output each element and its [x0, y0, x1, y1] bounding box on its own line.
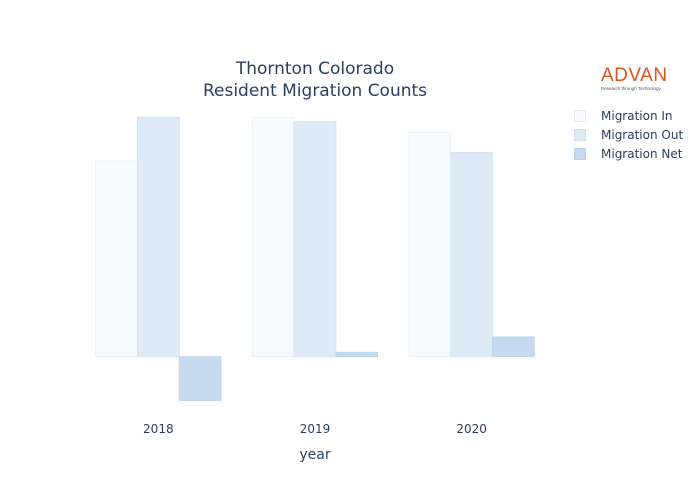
bar-migration-out-2020[interactable] [450, 151, 493, 358]
bar-migration-net-2019[interactable] [335, 351, 379, 358]
bar-migration-in-2018[interactable] [95, 160, 138, 358]
legend-item-migration-net[interactable]: Migration Net [574, 144, 683, 163]
x-tick-label-2018: 2018 [143, 422, 174, 436]
legend-swatch-migration-in [574, 109, 586, 122]
legend: Migration In Migration Out Migration Net [574, 106, 683, 163]
x-tick-label-2020: 2020 [456, 422, 487, 436]
advan-logo: ADVAN Research through Technology [601, 66, 673, 92]
x-axis-label: year [299, 447, 331, 463]
bar-migration-in-2020[interactable] [408, 132, 452, 358]
logo-tagline: Research through Technology [601, 86, 661, 91]
bar-migration-in-2019[interactable] [251, 116, 295, 358]
bar-migration-net-2018[interactable] [178, 356, 222, 402]
x-tick-label-2019: 2019 [300, 422, 331, 436]
bar-migration-net-2020[interactable] [492, 336, 535, 358]
legend-item-migration-in[interactable]: Migration In [574, 106, 683, 125]
chart-title-line-1: Thornton Colorado [235, 59, 395, 79]
bar-migration-out-2019[interactable] [293, 121, 337, 358]
bar-migration-out-2018[interactable] [137, 116, 180, 358]
legend-item-migration-out[interactable]: Migration Out [574, 125, 683, 144]
legend-label-migration-in: Migration In [601, 108, 673, 123]
bars-layer [95, 116, 535, 402]
legend-label-migration-out: Migration Out [601, 127, 684, 142]
chart-title-line-2: Resident Migration Counts [202, 81, 428, 101]
x-tick-labels: 2018 2019 2020 [143, 422, 487, 436]
logo-wordmark: ADVAN [601, 65, 668, 86]
legend-label-migration-net: Migration Net [601, 146, 683, 161]
legend-swatch-migration-net [574, 147, 586, 160]
chart-title: Thornton Colorado Resident Migration Cou… [165, 58, 465, 102]
legend-swatch-migration-out [574, 128, 586, 141]
